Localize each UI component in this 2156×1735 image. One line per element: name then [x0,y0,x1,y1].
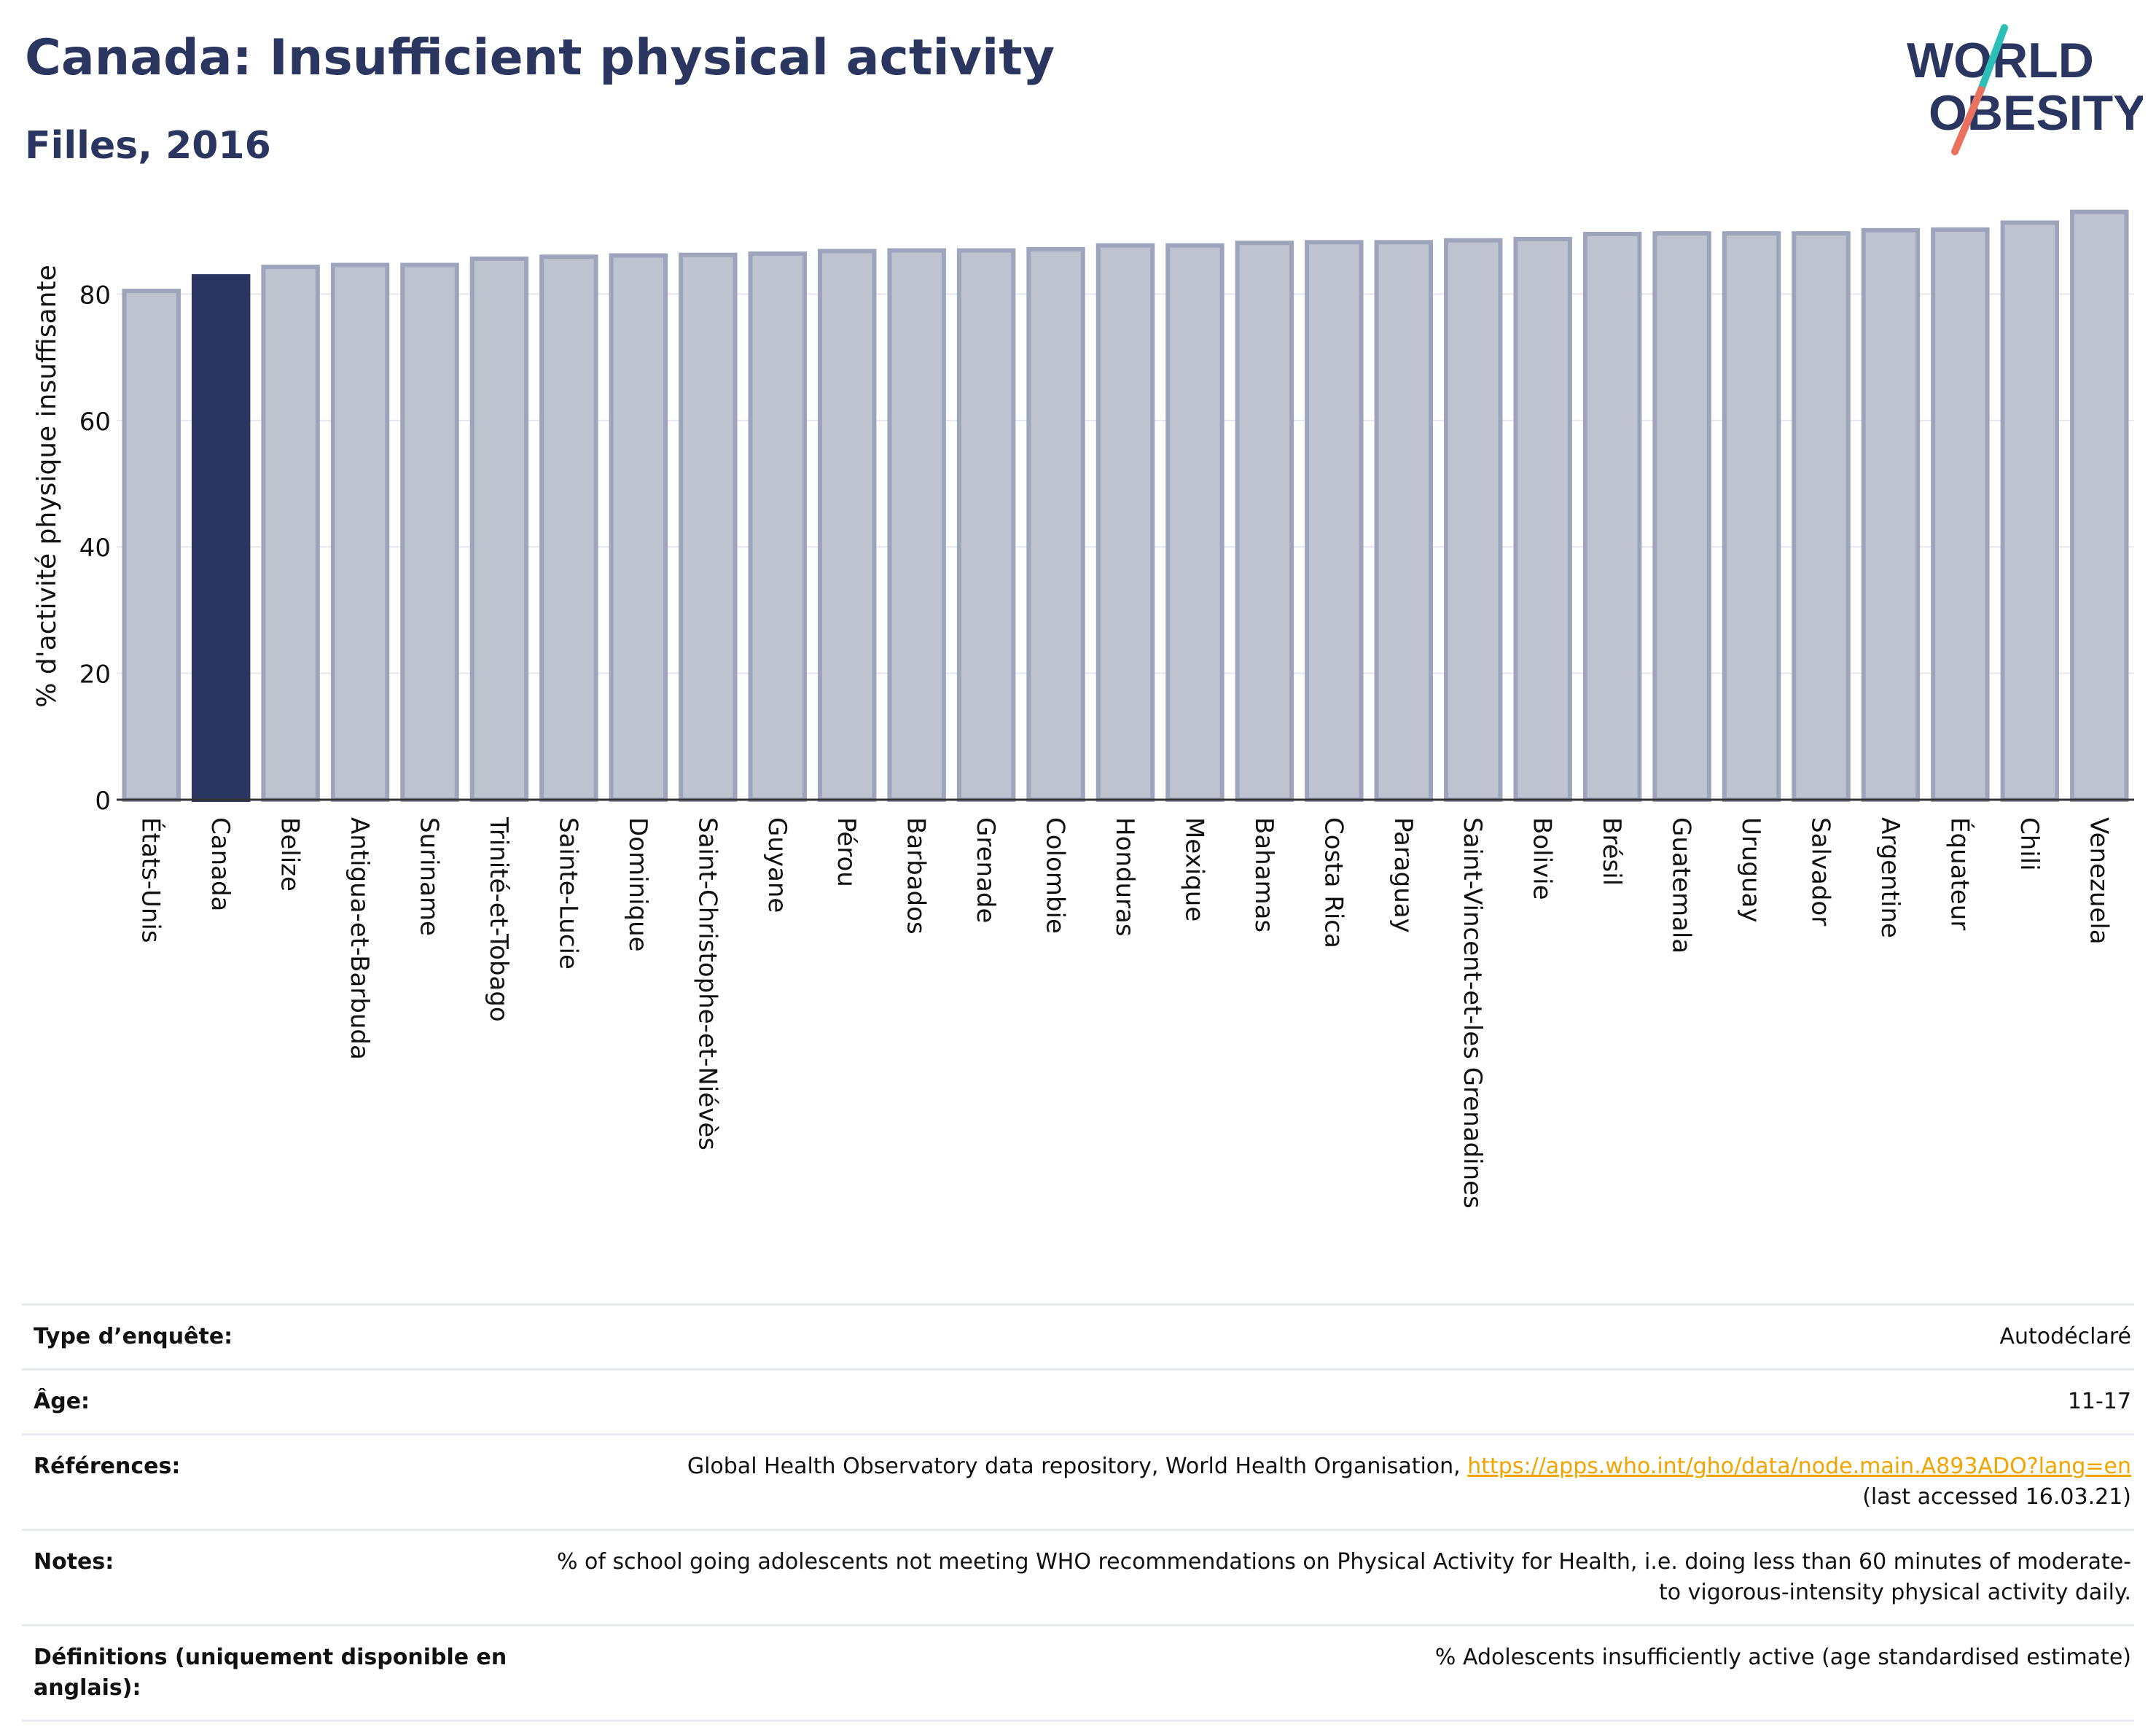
x-tick-label: Mexique [1179,817,1208,921]
bar-20 [1513,236,1572,802]
x-tick-label: Argentine [1875,817,1905,938]
axis-layer: 0 20 40 60 80 États-Unis Canada Belize Antigua-e… [79,281,2134,1209]
bar-14 [1095,243,1155,803]
x-tick-label: Canada [206,817,235,911]
x-tick-label: Grenade [971,817,1000,923]
x-tick-label: Saint-Christophe-et-Niévès [692,817,722,1150]
y-tick-label: 80 [79,281,111,310]
bar-8 [679,252,738,802]
x-tick-label: Colombie [1041,817,1070,934]
bar-26 [1931,227,1990,802]
x-tick-label: Chili [2015,817,2044,871]
x-tick-label: Sainte-Lucie [553,817,582,970]
x-tick-label: Saint-Vincent-et-les Grenadines [1458,817,1487,1209]
bar-4 [400,262,459,802]
y-tick-label: 20 [79,660,111,690]
bar-28 [2070,209,2129,802]
bar-9 [748,251,807,802]
y-tick-label: 60 [79,408,111,437]
info-row-notes: Notes: % of school going adolescents not… [22,1529,2134,1626]
info-row-references: Références: Global Health Observatory da… [22,1433,2134,1531]
bar-13 [1026,246,1085,802]
bar-16 [1235,241,1294,803]
bar-chart: 0 20 40 60 80 États-Unis Canada Belize Antigua-e… [32,209,2134,1209]
bar-25 [1861,227,1921,802]
x-tick-label: Bahamas [1249,817,1278,932]
x-tick-label: Belize [276,817,305,892]
bar-12 [956,248,1016,802]
bar-3 [330,262,390,802]
bar-24 [1792,231,1851,802]
bar-7 [609,253,668,802]
bar-19 [1444,238,1503,802]
x-tick-label: Guyane [762,817,792,913]
info-label: Références: [22,1433,517,1531]
x-tick-label: Barbados [902,817,931,935]
info-row-survey-type: Type d’enquête: Autodéclaré [22,1303,2134,1371]
info-value: Autodéclaré [517,1303,2134,1371]
x-tick-label: États-Unis [136,817,166,943]
x-tick-label: Paraguay [1388,817,1418,933]
bar-5 [469,256,529,802]
x-tick-label: Brésil [1597,817,1626,886]
bar-layer [122,209,2129,803]
bar-23 [1722,231,1781,802]
bar-10 [817,249,877,802]
info-value-references: Global Health Observatory data repositor… [517,1433,2134,1531]
bar-27 [2000,220,2060,803]
x-tick-label: Venezuela [2084,817,2113,945]
x-tick-label: Pérou [832,817,861,887]
bar-2 [261,265,320,802]
reference-source: Global Health Observatory data repositor… [687,1454,1461,1479]
x-tick-label: Dominique [623,817,652,952]
x-tick-label: Trinité-et-Tobago [484,816,513,1022]
bar-1 [191,274,251,802]
bar-11 [887,248,946,802]
bar-18 [1374,240,1434,802]
x-tick-label: Suriname [415,817,444,936]
info-row-definitions: Définitions (uniquement disponible en an… [22,1624,2134,1722]
bar-6 [539,254,598,803]
bar-0 [122,289,181,803]
reference-accessed: (last accessed 16.03.21) [1862,1484,2131,1510]
info-value: % Adolescents insufficiently active (age… [517,1624,2134,1722]
x-tick-label: Salvador [1805,817,1835,926]
y-tick-label: 40 [79,534,111,563]
logo-slash-top [1977,24,2008,93]
x-tick-label: Bolivie [1528,817,1557,900]
info-value: % of school going adolescents not meetin… [517,1529,2134,1626]
reference-link[interactable]: https://apps.who.int/gho/data/node.main.… [1467,1454,2131,1479]
x-tick-label: Honduras [1110,817,1139,937]
y-tick-label: 0 [95,787,111,816]
info-value: 11-17 [517,1368,2134,1435]
info-label: Définitions (uniquement disponible en an… [22,1624,517,1722]
bar-21 [1582,232,1642,803]
bar-15 [1165,243,1225,803]
chart-title: Canada: Insufficient physical activity [25,29,1055,87]
x-tick-label: Équateur [1945,817,1975,930]
x-tick-label: Uruguay [1736,817,1765,923]
logo-slash-bottom [1951,86,1985,155]
info-label: Âge: [22,1368,517,1435]
y-axis-label: % d'activité physique insuffisante [32,265,62,707]
world-obesity-logo: WORLD OBESITY [1907,24,2143,155]
bar-17 [1305,240,1364,802]
info-label: Notes: [22,1529,517,1626]
x-tick-label: Antigua-et-Barbuda [345,817,374,1060]
chart-subtitle: Filles, 2016 [25,124,271,168]
x-tick-label: Costa Rica [1319,817,1348,948]
info-row-age: Âge: 11-17 [22,1368,2134,1435]
info-label: Type d’enquête: [22,1303,517,1371]
bar-22 [1652,231,1711,802]
x-tick-label: Guatemala [1667,817,1696,954]
info-table: Type d’enquête: Autodéclaré Âge: 11-17 R… [22,1303,2134,1722]
